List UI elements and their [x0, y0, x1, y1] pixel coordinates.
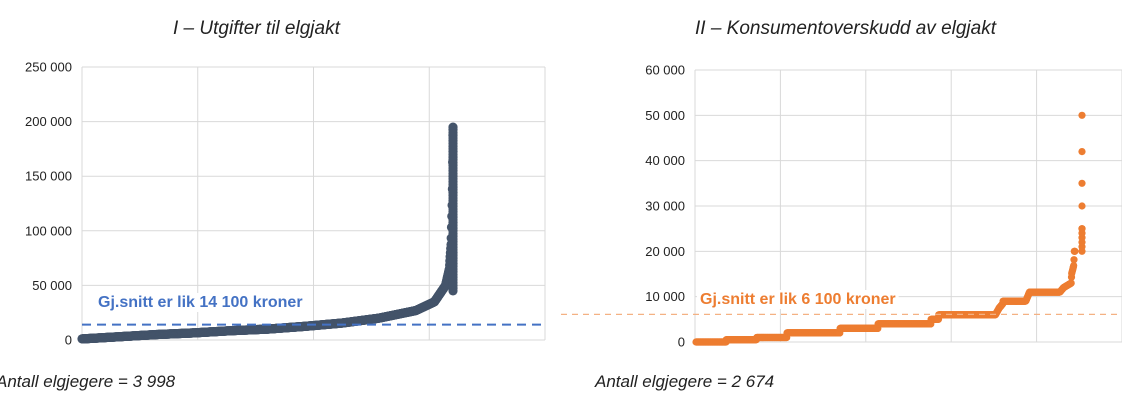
y-tick-label: 250 000 [25, 60, 72, 75]
data-point [1071, 247, 1079, 255]
y-tick-label: 50 000 [645, 108, 685, 123]
y-tick-label: 0 [65, 333, 72, 348]
data-point [1070, 256, 1078, 264]
y-tick-label: 100 000 [25, 223, 72, 238]
data-points [692, 111, 1086, 346]
y-tick-label: 0 [678, 335, 685, 350]
data-point [1070, 261, 1078, 270]
mean-annotation: Gj.snitt er lik 14 100 kroner [98, 294, 303, 311]
mean-annotation-background [697, 290, 899, 309]
y-tick-label: 10 000 [645, 289, 685, 304]
data-point-outlier [1078, 202, 1086, 210]
y-tick-label: 40 000 [645, 153, 685, 168]
data-point-outlier [1078, 111, 1086, 119]
chart-panel-consumer-surplus: II – Konsumentoverskudd av elgjakt 0 10 0… [561, 0, 1122, 394]
y-tick-label: 20 000 [645, 244, 685, 259]
chart-title: II – Konsumentoverskudd av elgjakt [695, 18, 997, 39]
chart-title: I – Utgifter til elgjakt [173, 18, 340, 39]
hunter-count-note: Antall elgjegere = 3 998 [0, 372, 176, 391]
data-point [1067, 279, 1075, 287]
chart-panel-expenses: I – Utgifter til elgjakt 0 50 000 100 000 1… [0, 18, 546, 391]
y-tick-label: 150 000 [25, 169, 72, 184]
hunter-count-note: Antall elgjegere = 2 674 [595, 372, 775, 391]
y-tick-label: 200 000 [25, 114, 72, 129]
y-tick-label: 50 000 [32, 278, 72, 293]
y-tick-label: 30 000 [645, 199, 685, 214]
scatter-plot-expenses: 0 50 000 100 000 150 000 200 000 250 000 Gj.sn… [25, 60, 546, 348]
scatter-plot-consumer-surplus: 0 10 000 20 000 30 000 40 000 50 000 60 000 Gj.… [561, 63, 1122, 350]
y-tick-label: 60 000 [645, 63, 685, 78]
data-point-outlier [1078, 148, 1086, 156]
mean-annotation: Gj.snitt er lik 6 100 kroner [700, 291, 896, 308]
data-point-outlier [1078, 179, 1086, 187]
data-point [1078, 225, 1086, 233]
mean-annotation-background [95, 293, 306, 312]
data-point [448, 122, 458, 132]
